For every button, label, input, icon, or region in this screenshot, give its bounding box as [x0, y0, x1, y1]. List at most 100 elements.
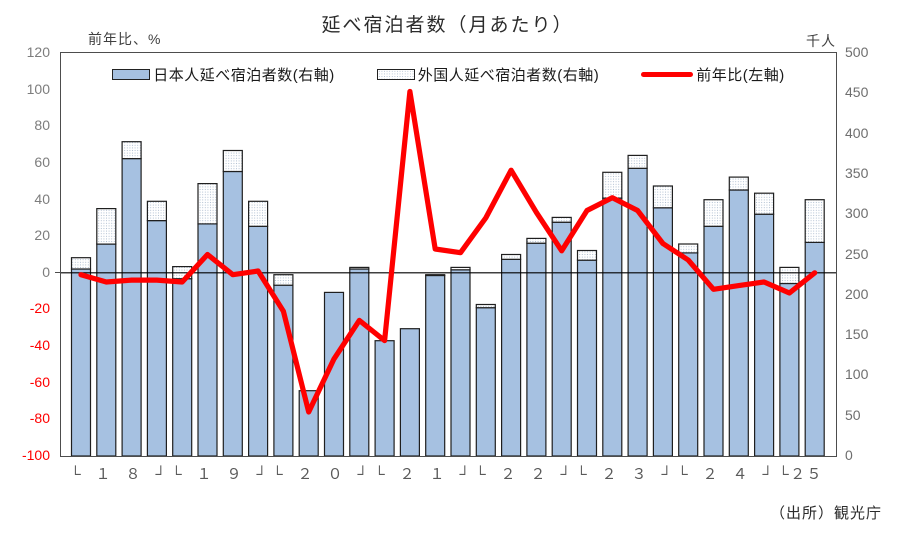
left-tick-label: -60 — [29, 374, 50, 390]
year-group-char: ８ — [125, 466, 141, 483]
bar-foreign — [652, 185, 674, 209]
right-tick-label: 0 — [845, 447, 853, 463]
bar-japanese — [501, 258, 522, 456]
bar-japanese — [146, 220, 168, 456]
source-note: （出所）観光庁 — [769, 505, 882, 522]
bar-foreign — [703, 199, 724, 227]
year-group-char: └ — [677, 466, 688, 483]
year-group-char: └ — [171, 466, 182, 483]
bar-japanese — [678, 252, 699, 456]
year-group-label: └ ２ ５ — [778, 466, 823, 484]
year-group-char: ５ — [806, 466, 822, 483]
year-group-char: ２ — [530, 466, 546, 483]
year-group-char: ┘ — [762, 466, 773, 483]
year-group-char: └ — [272, 466, 283, 483]
year-group-char: ２ — [500, 466, 516, 483]
bar-foreign — [678, 243, 699, 254]
right-tick-label: 300 — [845, 205, 869, 221]
year-group-char: ９ — [226, 466, 242, 483]
bar-japanese — [425, 274, 446, 456]
left-zero-tick — [55, 272, 60, 273]
year-group-char: └ — [576, 466, 587, 483]
year-group-label: └ ２ ２ ┘ — [475, 466, 571, 484]
bar-japanese — [602, 197, 623, 456]
year-group-char: ┘ — [560, 466, 571, 483]
right-tick-label: 500 — [845, 44, 869, 60]
right-tick-label: 450 — [845, 84, 869, 100]
bar-japanese — [576, 259, 598, 456]
year-group-char: ┘ — [155, 466, 166, 483]
right-tick-label: 400 — [845, 125, 869, 141]
bar-foreign — [501, 253, 522, 260]
bar-japanese — [248, 225, 269, 456]
bar-foreign — [576, 249, 598, 261]
year-group-char: ┘ — [661, 466, 672, 483]
bar-foreign — [273, 274, 294, 286]
bar-japanese — [703, 225, 724, 456]
left-tick-label: 20 — [34, 227, 50, 243]
year-group-char: └ — [70, 466, 81, 483]
bar-foreign — [728, 176, 749, 191]
combo-chart — [61, 88, 836, 456]
year-group-char: ３ — [631, 466, 647, 483]
year-group-char: ２ — [790, 466, 806, 483]
bar-foreign — [96, 208, 117, 245]
bar-foreign — [602, 171, 623, 199]
bar-japanese — [399, 328, 420, 456]
right-tick-label: 100 — [845, 366, 869, 382]
bar-foreign — [753, 192, 775, 215]
left-tick-label: 60 — [34, 154, 50, 170]
bar-japanese — [374, 340, 395, 456]
year-group-char: ２ — [297, 466, 313, 483]
bar-foreign — [349, 266, 370, 270]
bar-japanese — [551, 221, 572, 456]
plot-area: 日本人延べ宿泊者数(右軸) 外国人延べ宿泊者数(右軸) 前年比(左軸) — [60, 52, 837, 457]
left-tick-label: 40 — [34, 191, 50, 207]
bar-japanese — [96, 243, 117, 456]
year-group-label: └ ２ ３ ┘ — [576, 466, 672, 484]
bar-foreign — [475, 303, 496, 309]
year-group-char: ┘ — [459, 466, 470, 483]
bar-japanese — [526, 242, 547, 456]
bar-japanese — [475, 307, 496, 456]
year-group-label: └ １ ８ ┘ — [70, 466, 166, 484]
chart-title: 延べ宿泊者数（月あたり） — [321, 15, 574, 36]
left-tick-label: 0 — [42, 264, 50, 280]
bar-japanese — [172, 278, 193, 456]
bar-japanese — [222, 170, 243, 456]
year-group-char: １ — [196, 466, 212, 483]
bar-foreign — [70, 257, 92, 270]
bar-japanese — [728, 189, 749, 456]
bar-japanese — [349, 268, 370, 456]
bar-foreign — [551, 216, 572, 223]
right-tick-label: 350 — [845, 165, 869, 181]
left-tick-label: 80 — [34, 117, 50, 133]
bar-foreign — [627, 154, 648, 169]
year-group-char: ２ — [702, 466, 718, 483]
left-tick-label: -40 — [29, 337, 50, 353]
bar-foreign — [526, 237, 547, 244]
bar-japanese — [70, 268, 92, 456]
year-group-label: └ １ ９ ┘ — [171, 466, 267, 484]
right-tick-label: 150 — [845, 326, 869, 342]
bar-foreign — [450, 266, 471, 271]
year-group-char: ┘ — [357, 466, 368, 483]
year-group-char: ０ — [327, 466, 343, 483]
bar-foreign — [146, 200, 168, 222]
year-group-label: └ ２ ０ ┘ — [272, 466, 368, 484]
bar-japanese — [779, 282, 800, 456]
left-axis-title: 前年比、% — [88, 31, 162, 47]
bar-foreign — [222, 149, 243, 173]
year-group-char: ２ — [399, 466, 415, 483]
bar-foreign — [804, 199, 825, 243]
left-tick-label: -20 — [29, 300, 50, 316]
year-group-char: １ — [429, 466, 445, 483]
right-tick-label: 250 — [845, 246, 869, 262]
left-tick-label: -80 — [29, 410, 50, 426]
year-group-char: ┘ — [256, 466, 267, 483]
left-tick-label: 100 — [26, 81, 50, 97]
year-group-char: └ — [374, 466, 385, 483]
year-group-label: └ ２ ４ ┘ — [677, 466, 773, 484]
year-group-char: ４ — [732, 466, 748, 483]
